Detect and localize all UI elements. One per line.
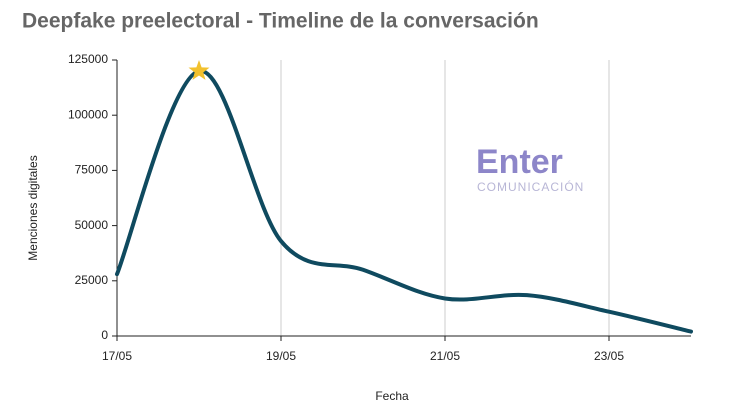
y-axis-label: Menciones digitales — [26, 155, 40, 260]
y-tick-label: 0 — [101, 328, 108, 342]
y-tick-label: 100000 — [68, 107, 108, 121]
x-tick-label: 23/05 — [594, 349, 624, 363]
x-axis-label: Fecha — [375, 389, 409, 403]
chart-title: Deepfake preelectoral - Timeline de la c… — [22, 10, 539, 33]
x-tick-label: 19/05 — [266, 349, 296, 363]
y-tick-label: 125000 — [68, 52, 108, 66]
watermark-title: Enter — [476, 143, 563, 181]
y-tick-label: 25000 — [75, 273, 109, 287]
y-tick-label: 75000 — [75, 163, 109, 177]
y-tick-label: 50000 — [75, 218, 109, 232]
line-series — [115, 69, 693, 334]
x-tick-label: 17/05 — [102, 349, 132, 363]
watermark-subtitle: COMUNICACIÓN — [477, 179, 584, 194]
x-tick-label: 21/05 — [430, 349, 460, 363]
peak-marker — [188, 60, 210, 80]
